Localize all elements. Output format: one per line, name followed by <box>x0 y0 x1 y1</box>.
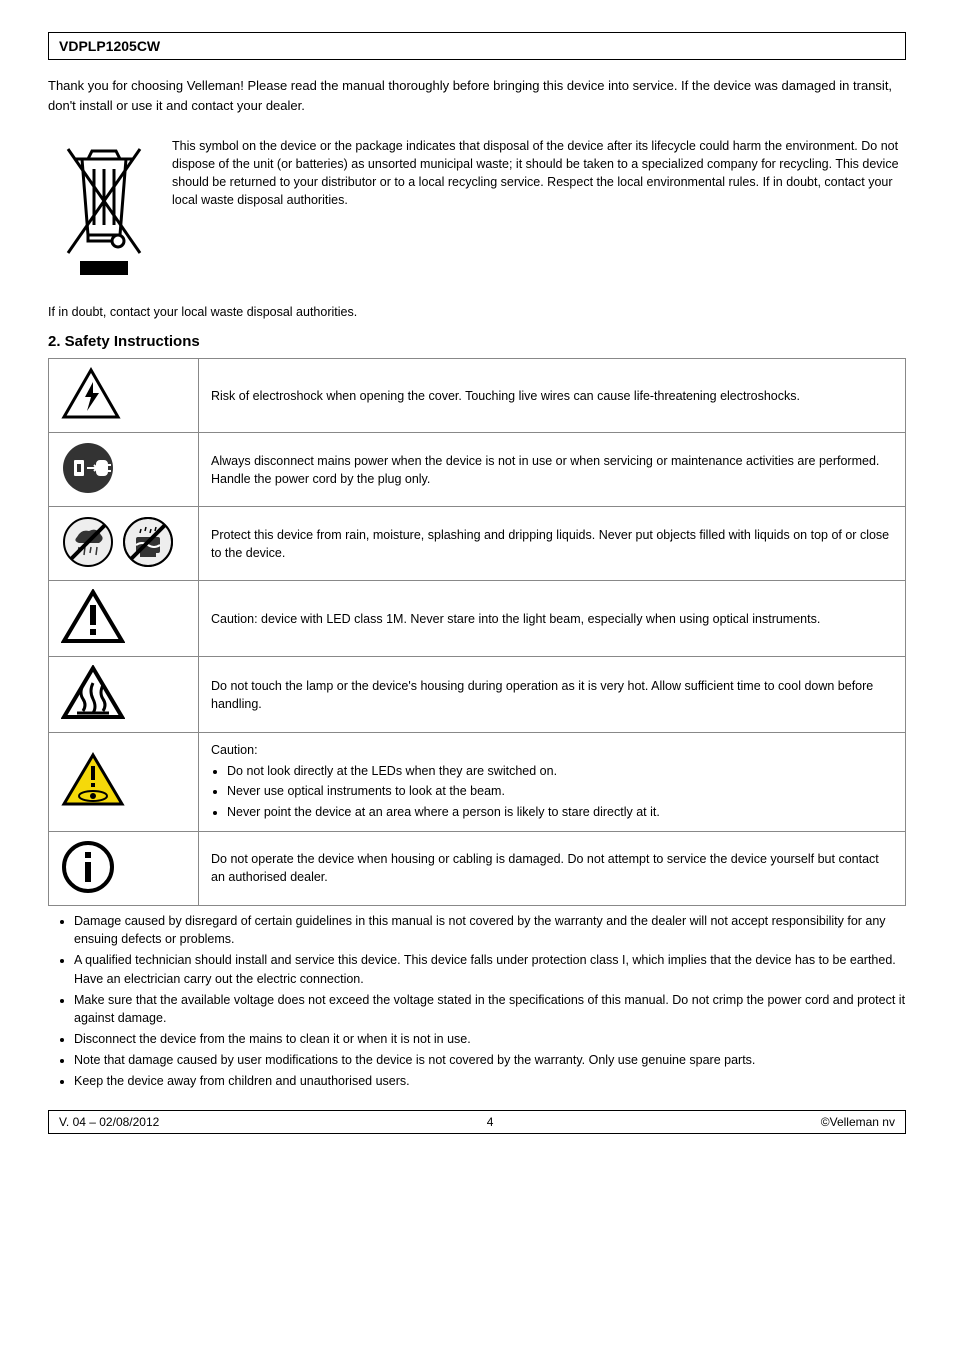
row-text: Always disconnect mains power when the d… <box>199 433 906 507</box>
list-item: Make sure that the available voltage doe… <box>74 991 906 1029</box>
row-text: Risk of electroshock when opening the co… <box>199 359 906 433</box>
footer-left: V. 04 – 02/08/2012 <box>59 1115 159 1129</box>
row-text-led: Caution: Do not look directly at the LED… <box>199 733 906 832</box>
table-row: Caution: Do not look directly at the LED… <box>49 733 906 832</box>
row-text: Do not operate the device when housing o… <box>199 831 906 905</box>
table-row: Do not operate the device when housing o… <box>49 831 906 905</box>
list-item: Disconnect the device from the mains to … <box>74 1030 906 1049</box>
list-item: Never point the device at an area where … <box>227 803 893 821</box>
table-row: Always disconnect mains power when the d… <box>49 433 906 507</box>
list-item: Note that damage caused by user modifica… <box>74 1051 906 1070</box>
product-code: VDPLP1205CW <box>59 38 160 54</box>
table-row: Risk of electroshock when opening the co… <box>49 359 906 433</box>
intro-text: Thank you for choosing Velleman! Please … <box>48 76 906 115</box>
list-item: Do not look directly at the LEDs when th… <box>227 762 893 780</box>
table-row: Protect this device from rain, moisture,… <box>49 507 906 581</box>
section-title: 2. Safety Instructions <box>48 333 906 350</box>
electroshock-icon <box>61 410 121 424</box>
table-row: Caution: device with LED class 1M. Never… <box>49 581 906 657</box>
warning-icon <box>61 634 125 648</box>
notice-icon <box>61 883 115 897</box>
safety-symbol-table: Risk of electroshock when opening the co… <box>48 358 906 906</box>
no-liquid-icon <box>121 515 175 572</box>
footer-right: ©Velleman nv <box>821 1115 895 1129</box>
led-eye-warning-icon <box>61 797 125 811</box>
important-note: If in doubt, contact your local waste di… <box>48 303 906 321</box>
safety-bullets: Damage caused by disregard of certain gu… <box>48 912 906 1091</box>
unplug-icon <box>61 484 115 498</box>
weee-bin-icon <box>50 133 158 283</box>
row-text: Protect this device from rain, moisture,… <box>199 507 906 581</box>
footer-page-number: 4 <box>487 1115 494 1129</box>
hot-surface-icon <box>61 710 125 724</box>
no-rain-icon <box>61 515 115 572</box>
manual-header: VDPLP1205CW <box>48 32 906 60</box>
row-text: Caution: device with LED class 1M. Never… <box>199 581 906 657</box>
list-item: A qualified technician should install an… <box>74 951 906 989</box>
row-text: Do not touch the lamp or the device's ho… <box>199 657 906 733</box>
page-footer: V. 04 – 02/08/2012 4 ©Velleman nv <box>48 1110 906 1134</box>
row-lead: Caution: <box>211 741 893 759</box>
list-item: Never use optical instruments to look at… <box>227 782 893 800</box>
weee-text: This symbol on the device or the package… <box>172 133 906 210</box>
list-item: Keep the device away from children and u… <box>74 1072 906 1091</box>
weee-row: This symbol on the device or the package… <box>50 133 906 283</box>
list-item: Damage caused by disregard of certain gu… <box>74 912 906 950</box>
table-row: Do not touch the lamp or the device's ho… <box>49 657 906 733</box>
